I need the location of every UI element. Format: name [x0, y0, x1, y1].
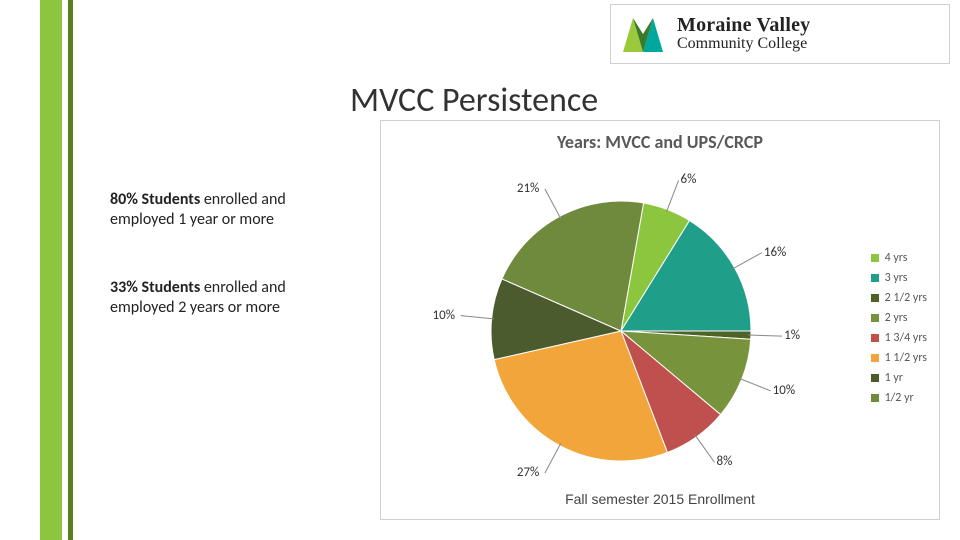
- left-accent-bars: [0, 0, 73, 540]
- pie-svg: [476, 186, 766, 476]
- bullet: 80% Students enrolled and employed 1 yea…: [110, 190, 350, 230]
- logo-line2: Community College: [677, 36, 810, 53]
- logo-text: Moraine Valley Community College: [677, 15, 810, 53]
- accent-bar: [0, 0, 40, 540]
- legend-item: 1 yr: [871, 371, 927, 385]
- legend-item: 1 1/2 yrs: [871, 351, 927, 365]
- slice-label: 27%: [517, 465, 539, 480]
- legend: 4 yrs 3 yrs 2 1/2 yrs 2 yrs 1 3/4 yrs 1 1/2 y…: [871, 251, 927, 411]
- legend-item: 2 yrs: [871, 311, 927, 325]
- legend-swatch: [871, 334, 879, 342]
- legend-swatch: [871, 274, 879, 282]
- slice-label: 8%: [717, 454, 733, 469]
- legend-item: 2 1/2 yrs: [871, 291, 927, 305]
- legend-label: 3 yrs: [885, 271, 908, 285]
- bullet-bold: 33% Students: [110, 278, 200, 297]
- logo: Moraine Valley Community College: [610, 4, 950, 64]
- slice-label: 10%: [773, 383, 795, 398]
- accent-bar: [68, 0, 73, 540]
- legend-label: 2 yrs: [885, 311, 908, 325]
- slice-label: 21%: [517, 181, 539, 196]
- legend-swatch: [871, 314, 879, 322]
- legend-label: 1 yr: [885, 371, 903, 385]
- slide: Moraine Valley Community College MVCC Pe…: [0, 0, 960, 540]
- legend-label: 1 3/4 yrs: [885, 331, 927, 345]
- accent-bar: [40, 0, 62, 540]
- slice-label: 16%: [764, 245, 786, 260]
- legend-swatch: [871, 354, 879, 362]
- legend-item: 4 yrs: [871, 251, 927, 265]
- legend-swatch: [871, 254, 879, 262]
- pie-chart: 6%16%1%10%8%27%10%21%: [476, 186, 766, 476]
- page-title: MVCC Persistence: [350, 80, 598, 121]
- legend-label: 2 1/2 yrs: [885, 291, 927, 305]
- slice-label: 10%: [433, 308, 455, 323]
- legend-label: 1/2 yr: [885, 391, 914, 405]
- legend-item: 3 yrs: [871, 271, 927, 285]
- bullet-bold: 80% Students: [110, 190, 200, 209]
- bullet: 33% Students enrolled and employed 2 yea…: [110, 278, 350, 318]
- slice-label: 1%: [784, 328, 800, 343]
- legend-label: 4 yrs: [885, 251, 908, 265]
- legend-label: 1 1/2 yrs: [885, 351, 927, 365]
- legend-item: 1/2 yr: [871, 391, 927, 405]
- legend-item: 1 3/4 yrs: [871, 331, 927, 345]
- chart-footer: Fall semester 2015 Enrollment: [381, 491, 939, 507]
- legend-swatch: [871, 294, 879, 302]
- logo-mark-icon: [619, 12, 667, 56]
- logo-line1: Moraine Valley: [677, 15, 810, 36]
- legend-swatch: [871, 394, 879, 402]
- legend-swatch: [871, 374, 879, 382]
- chart-area: Years: MVCC and UPS/CRCP 6%16%1%10%8%27%…: [380, 120, 940, 520]
- slice-label: 6%: [681, 172, 697, 187]
- bullet-list: 80% Students enrolled and employed 1 yea…: [110, 190, 350, 366]
- chart-title: Years: MVCC and UPS/CRCP: [381, 121, 939, 153]
